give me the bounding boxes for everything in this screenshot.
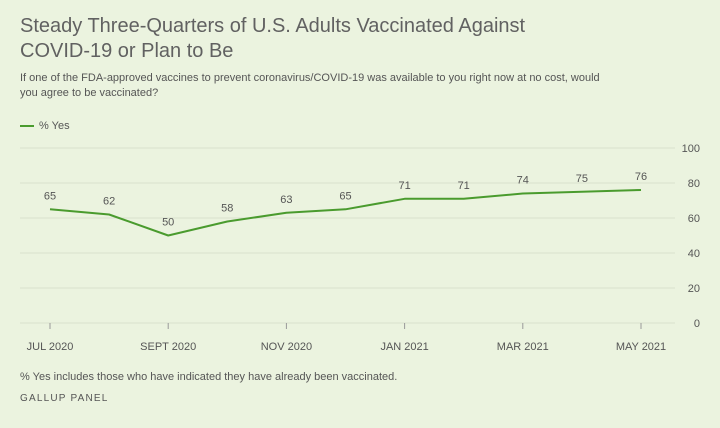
data-label: 63 [280,194,292,206]
x-tick-label: MAY 2021 [616,341,666,353]
data-label: 50 [162,217,174,229]
x-tick-label: MAR 2021 [497,341,549,353]
x-tick-label: JUL 2020 [27,341,74,353]
legend-label: % Yes [39,120,70,132]
y-tick-label: 60 [688,213,700,225]
data-label: 76 [635,171,647,183]
data-label: 65 [339,190,351,202]
chart-title: Steady Three-Quarters of U.S. Adults Vac… [20,15,526,62]
x-tick-label: SEPT 2020 [140,341,196,353]
series-line [49,189,642,237]
data-label: 74 [517,175,529,187]
footnote: % Yes includes those who have indicated … [20,371,398,383]
data-label: 75 [576,173,588,185]
y-tick-label: 0 [694,318,700,330]
legend-swatch [20,125,34,127]
legend: % Yes [20,119,70,133]
source-label: GALLUP PANEL [20,393,109,404]
chart-subtitle: If one of the FDA-approved vaccines to p… [20,72,600,99]
y-tick-label: 20 [688,283,700,295]
y-tick-label: 40 [688,248,700,260]
data-label: 71 [458,180,470,192]
y-tick-label: 80 [688,178,700,190]
x-tick-label: NOV 2020 [261,341,312,353]
x-tick-label: JAN 2021 [380,341,428,353]
data-label: 62 [103,196,115,208]
data-label: 65 [44,190,56,202]
data-label: 58 [221,203,233,215]
y-tick-label: 100 [682,143,700,155]
data-label: 71 [398,180,410,192]
